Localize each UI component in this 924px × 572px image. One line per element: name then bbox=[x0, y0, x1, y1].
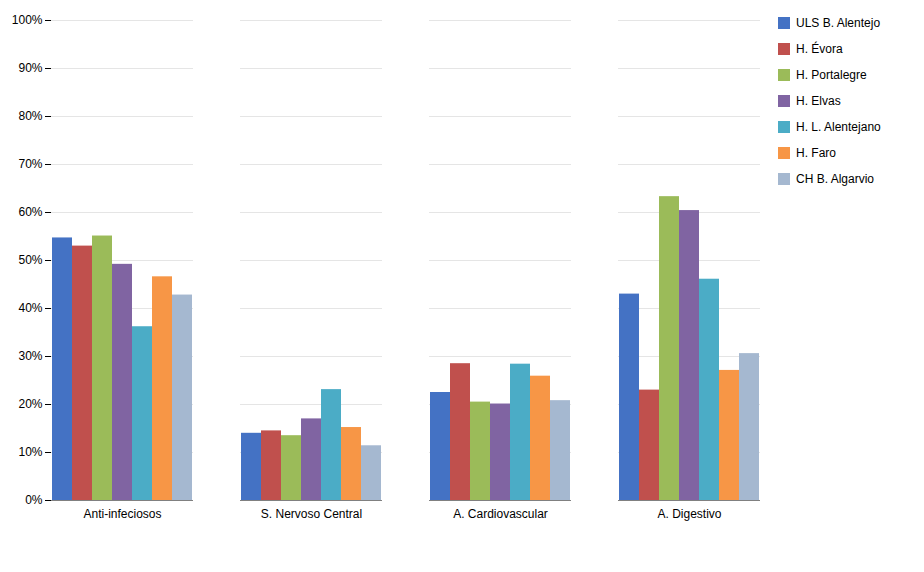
svg-text:70%: 70% bbox=[18, 157, 42, 171]
svg-text:Anti-infeciosos: Anti-infeciosos bbox=[83, 507, 161, 521]
html-text:CH B. Algarvio: CH B. Algarvio bbox=[796, 172, 874, 186]
svg-text:A. Digestivo: A. Digestivo bbox=[657, 507, 721, 521]
svg-text:80%: 80% bbox=[18, 109, 42, 123]
svg-text:60%: 60% bbox=[18, 205, 42, 219]
svg-text:S. Nervoso Central: S. Nervoso Central bbox=[261, 507, 362, 521]
svg-text:40%: 40% bbox=[18, 301, 42, 315]
html-text:H. Portalegre: H. Portalegre bbox=[796, 68, 867, 82]
svg-text:100%: 100% bbox=[12, 13, 43, 27]
svg-text:20%: 20% bbox=[18, 397, 42, 411]
svg-text:A. Cardiovascular: A. Cardiovascular bbox=[453, 507, 548, 521]
html-text:H. L. Alentejano: H. L. Alentejano bbox=[796, 120, 881, 134]
svg-text:0%: 0% bbox=[25, 493, 43, 507]
svg-text:30%: 30% bbox=[18, 349, 42, 363]
html-text:ULS B. Alentejo: ULS B. Alentejo bbox=[796, 16, 881, 30]
html-text:H. Évora: H. Évora bbox=[796, 42, 843, 56]
svg-text:90%: 90% bbox=[18, 61, 42, 75]
html-text:H. Faro: H. Faro bbox=[796, 146, 836, 160]
html-text:H. Elvas: H. Elvas bbox=[796, 94, 841, 108]
svg-text:50%: 50% bbox=[18, 253, 42, 267]
svg-text:10%: 10% bbox=[18, 445, 42, 459]
